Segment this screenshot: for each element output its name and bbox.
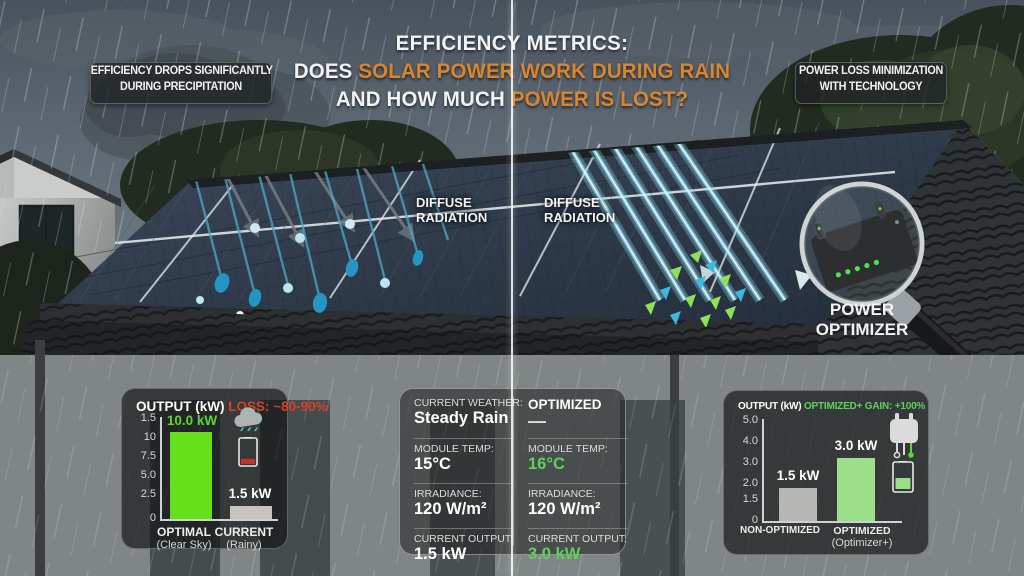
svg-text:OPTIMIZER: OPTIMIZER xyxy=(816,320,909,339)
svg-text:POWER: POWER xyxy=(830,300,894,319)
